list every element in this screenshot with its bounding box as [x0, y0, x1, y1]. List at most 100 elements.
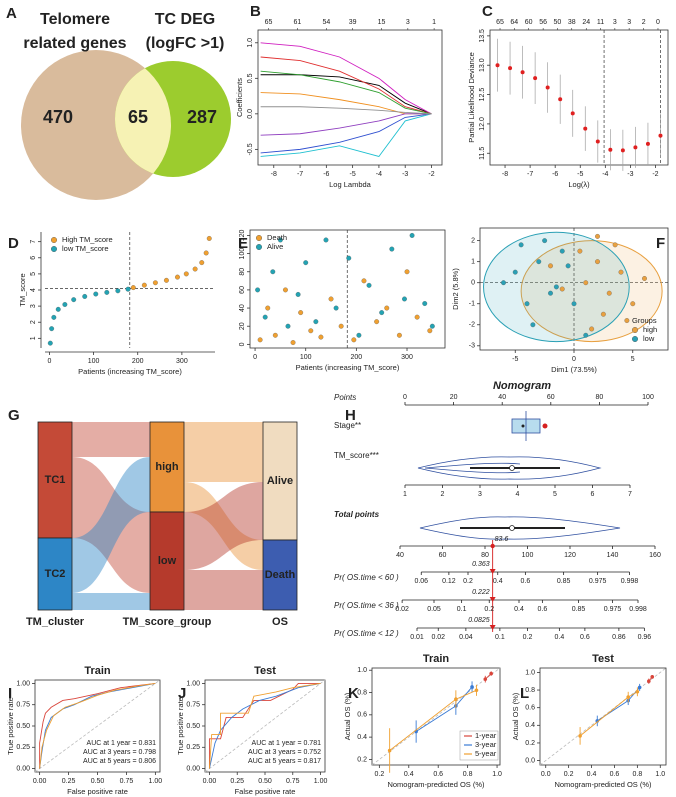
legend-marker: [632, 327, 639, 334]
nomogram-pr-value: 0.363: [472, 561, 490, 568]
nomogram-pr-marker: [489, 625, 496, 630]
nomogram-tick-label: 0.1: [457, 606, 467, 613]
series-line: [260, 42, 432, 115]
nomogram-pr-marker: [489, 569, 496, 574]
x-axis-label: Nomogram-predicted OS (%): [554, 780, 652, 789]
series-line: [260, 56, 432, 115]
nomogram-tick-label: 5: [553, 491, 557, 498]
nomogram-tick-label: 0.4: [555, 634, 565, 641]
point: [645, 141, 650, 146]
y-tick-label: 13.5: [479, 29, 486, 43]
x-tick-label: 1.0: [655, 771, 665, 778]
panel-letter: I: [8, 685, 12, 702]
legend-marker: [256, 243, 263, 250]
point: [583, 280, 589, 286]
y-tick-label: 2: [30, 320, 37, 324]
x-tick-label: 1.0: [492, 771, 502, 778]
legend-label: AUC at 5 years = 0.817: [248, 758, 321, 765]
sankey-flow: [72, 457, 150, 593]
nomogram-tick-label: 140: [607, 552, 619, 559]
point: [536, 259, 542, 265]
legend-label: 1-year: [475, 731, 497, 740]
point: [104, 289, 110, 295]
point: [333, 305, 339, 311]
nomogram-tick-label: 60: [439, 552, 447, 559]
point: [409, 232, 415, 238]
nomogram-tick-label: 0.85: [572, 606, 586, 613]
nomogram-row-label: TM_score***: [334, 451, 379, 460]
x-tick-label: 0.2: [564, 771, 574, 778]
point: [559, 248, 565, 254]
top-tick-label: 39: [349, 19, 357, 26]
x-tick-label: -3: [402, 171, 408, 178]
x-tick-label: -2: [428, 171, 434, 178]
nomogram-tick-label: 0.2: [523, 634, 533, 641]
x-tick-label: 200: [351, 354, 363, 361]
nomogram-row-label: Points: [334, 393, 356, 402]
point: [548, 263, 553, 269]
plot-frame: [489, 29, 669, 166]
nomogram-tick-label: 80: [481, 552, 489, 559]
point: [396, 332, 402, 338]
point: [620, 148, 625, 153]
legend-label: 3-year: [475, 740, 497, 749]
y-axis-label: Partial Likelihood Deviance: [467, 52, 476, 142]
sankey-level-label: OS: [272, 616, 288, 628]
point: [323, 237, 329, 243]
point: [49, 326, 55, 332]
x-axis-label: Dim1 (73.5%): [551, 365, 597, 374]
point: [633, 145, 638, 150]
series-line: [260, 113, 432, 154]
point: [520, 70, 525, 75]
point: [62, 302, 68, 307]
y-tick-label: 12.0: [479, 117, 486, 131]
point: [47, 340, 53, 346]
point: [483, 677, 488, 681]
x-tick-label: 0.6: [610, 771, 620, 778]
nomogram-pr-marker: [489, 597, 496, 602]
point: [530, 322, 536, 328]
point: [199, 260, 205, 266]
point: [470, 685, 474, 689]
sankey-node-label: Death: [265, 569, 296, 581]
point: [115, 288, 121, 294]
nomogram-tick-label: 0.06: [414, 578, 428, 585]
x-tick-label: 0.75: [120, 778, 134, 785]
venn-set-name: Telomere: [40, 11, 110, 28]
venn-set-name: (logFC >1): [146, 35, 225, 52]
nomogram-tick-label: 0.05: [427, 606, 441, 613]
x-axis-label: Patients (increasing TM_score): [78, 367, 182, 376]
nomogram-decor: [417, 411, 621, 540]
point: [558, 97, 563, 102]
top-tick-label: 0: [656, 19, 660, 26]
top-tick-label: 64: [510, 19, 518, 26]
plot-frame: [371, 667, 501, 766]
x-tick-label: 0.25: [62, 778, 76, 785]
point: [71, 297, 77, 303]
series-line: [39, 682, 156, 769]
nomogram-row-label: Stage**: [334, 421, 361, 430]
x-tick-label: 0.6: [433, 771, 443, 778]
nomogram-tick-label: 0.998: [621, 578, 639, 585]
legend-label: 5-year: [475, 749, 497, 758]
point: [524, 301, 530, 307]
point: [518, 242, 524, 248]
top-tick-label: 60: [525, 19, 533, 26]
plot-frame: [539, 667, 667, 766]
y-tick-label: 6: [30, 256, 37, 260]
top-tick-label: 50: [554, 19, 562, 26]
point: [402, 296, 407, 302]
y-tick-label: 0.6: [357, 712, 367, 719]
point: [414, 314, 420, 320]
x-tick-label: 0.4: [404, 771, 414, 778]
point: [318, 334, 324, 340]
nomogram-tick-label: 2: [441, 491, 445, 498]
point: [175, 274, 180, 280]
x-tick-label: -7: [527, 171, 533, 178]
nomogram-row-label: Pr( OS.time < 36 ): [334, 601, 399, 610]
x-tick-label: 200: [132, 358, 144, 365]
y-tick-label: 0.00: [16, 765, 30, 772]
venn-count: 470: [43, 107, 73, 127]
point: [152, 280, 158, 286]
point: [192, 266, 198, 272]
